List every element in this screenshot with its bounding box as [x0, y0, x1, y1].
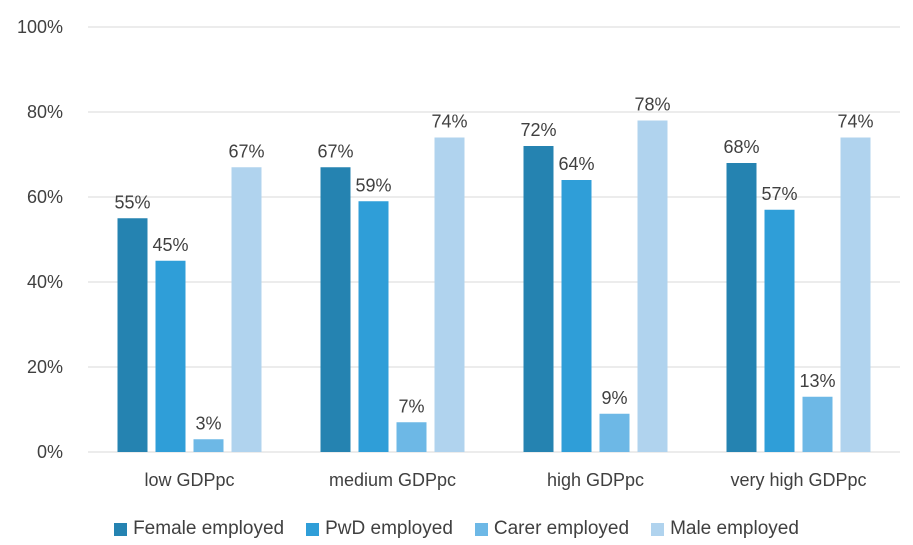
y-axis-ticks: 0% 20% 40% 60% 80% 100% — [17, 17, 63, 462]
y-tick-label: 40% — [27, 272, 63, 292]
x-tick-label: high GDPpc — [547, 470, 644, 490]
bar — [358, 201, 389, 452]
data-label: 68% — [723, 137, 759, 157]
legend-label: Carer employed — [493, 518, 630, 539]
data-label: 74% — [431, 112, 467, 132]
y-tick-label: 20% — [27, 357, 63, 377]
data-label: 45% — [152, 235, 188, 255]
data-label: 67% — [317, 141, 353, 161]
y-tick-label: 0% — [37, 442, 63, 462]
x-tick-label: low GDPpc — [144, 470, 234, 490]
data-label: 7% — [398, 396, 424, 416]
bar — [193, 439, 224, 452]
y-tick-label: 60% — [27, 187, 63, 207]
legend-label: Male employed — [670, 518, 799, 539]
bar — [434, 137, 465, 452]
x-axis-ticks: low GDPpc medium GDPpc high GDPpc very high… — [144, 470, 866, 490]
legend-item: Female employed — [114, 518, 284, 540]
bar — [231, 167, 262, 452]
bar — [802, 396, 833, 452]
legend-swatch — [114, 522, 128, 536]
bar — [523, 146, 554, 452]
legend-swatch — [306, 522, 320, 536]
legend-label: Female employed — [133, 518, 285, 539]
data-label: 13% — [799, 371, 835, 391]
data-label: 78% — [634, 95, 670, 115]
data-label: 3% — [195, 413, 221, 433]
data-label: 72% — [520, 120, 556, 140]
bar — [320, 167, 351, 452]
bar — [117, 218, 148, 452]
bar — [726, 163, 757, 452]
bar — [840, 137, 871, 452]
legend-item: Male employed — [651, 518, 799, 540]
x-tick-label: medium GDPpc — [329, 470, 456, 490]
y-tick-label: 100% — [17, 17, 63, 37]
chart-plot: 0%20%40%60%80%100% 55%45%3%67% 67%59%7%74… — [17, 17, 900, 490]
legend-swatch — [651, 522, 665, 536]
legend-item: Carer employed — [474, 518, 630, 540]
data-label: 57% — [761, 184, 797, 204]
legend-label: PwD employed — [325, 518, 453, 539]
legend: Female employed PwD employed Carer employe… — [0, 518, 913, 540]
x-tick-label: very high GDPpc — [730, 470, 866, 490]
bar — [396, 422, 427, 452]
data-label: 67% — [228, 141, 264, 161]
bar — [637, 120, 668, 452]
y-tick-label: 80% — [27, 102, 63, 122]
legend-item: PwD employed — [306, 518, 453, 540]
data-label: 55% — [114, 192, 150, 212]
data-label: 9% — [601, 388, 627, 408]
bar — [764, 209, 795, 452]
data-label: 59% — [355, 175, 391, 195]
bars — [117, 120, 871, 452]
legend-swatch — [474, 522, 488, 536]
data-labels: 55%45%3%67% 67%59%7%74% 72%64%9%78%68%57%1… — [114, 95, 873, 434]
bar — [561, 180, 592, 452]
bar — [155, 260, 186, 452]
data-label: 64% — [558, 154, 594, 174]
bar — [599, 413, 630, 452]
data-label: 74% — [837, 112, 873, 132]
